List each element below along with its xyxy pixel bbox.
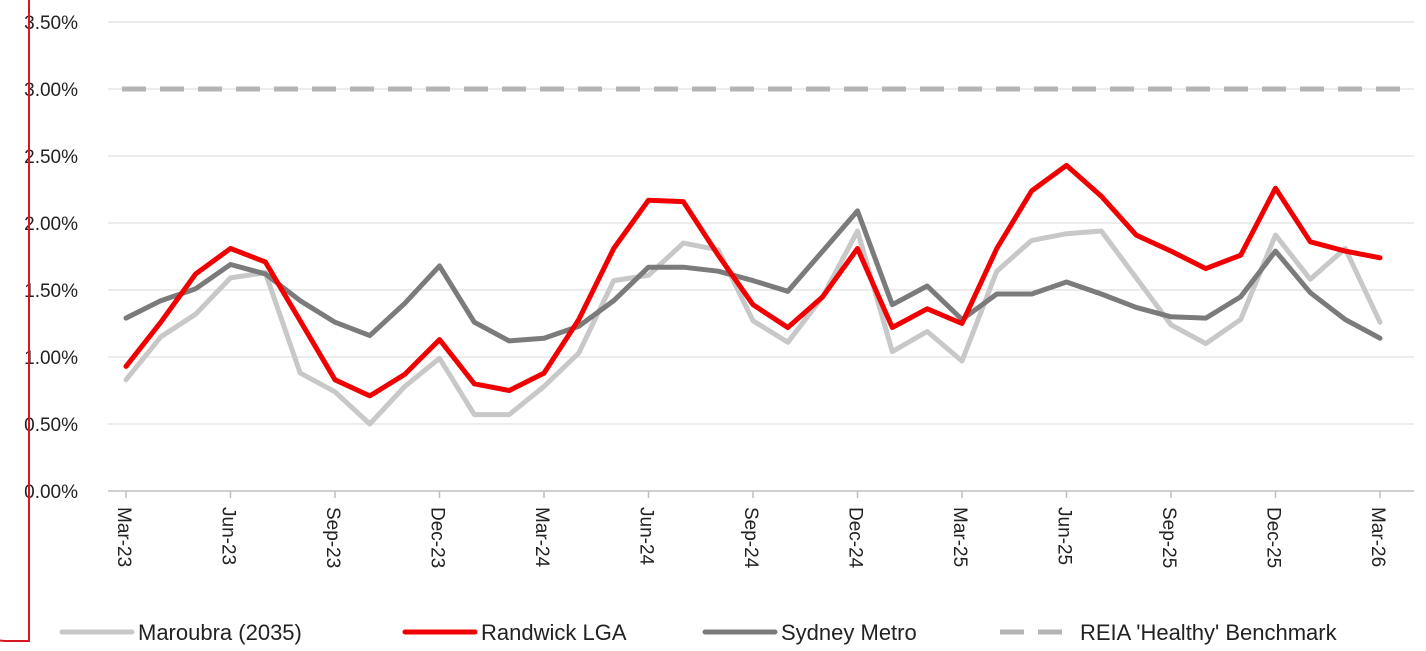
x-tick-label: Sep-25: [1158, 507, 1179, 568]
series-line-randwick-lga: [123, 162, 1383, 399]
x-tick-label: Mar-26: [1367, 507, 1388, 567]
legend-item: REIA 'Healthy' Benchmark: [1000, 620, 1338, 645]
x-tick-label: Jun-25: [1054, 507, 1075, 565]
y-tick-label: 0.00%: [24, 482, 78, 503]
legend-item: Randwick LGA: [402, 620, 627, 645]
series-line-maroubra-2035: [123, 228, 1383, 427]
legend-label: REIA 'Healthy' Benchmark: [1080, 620, 1338, 645]
x-tick-label: Sep-23: [322, 507, 343, 568]
x-tick-label: Jun-23: [218, 507, 239, 565]
y-axis: 0.00% 0.50% 1.00% 1.50% 2.00% 2.50% 3.00% 3.50%: [24, 13, 78, 503]
y-tick-label: 2.00%: [24, 214, 78, 235]
x-axis: Mar-23 Jun-23 Sep-23 Dec-23 Mar-24 Jun-24 Sep-…: [108, 490, 1414, 569]
x-tick-label: Dec-23: [427, 507, 448, 568]
series-lines: [122, 86, 1414, 427]
legend-label: Randwick LGA: [481, 620, 627, 645]
series-line-sydney-metro: [123, 208, 1383, 344]
legend-label: Maroubra (2035): [138, 620, 302, 645]
y-tick-label: 0.50%: [24, 415, 78, 436]
x-tick-label: Mar-25: [949, 507, 970, 567]
y-tick-label: 1.00%: [24, 348, 78, 369]
y-tick-label: 1.50%: [24, 281, 78, 302]
y-tick-label: 3.00%: [24, 80, 78, 101]
x-tick-label: Dec-24: [845, 507, 866, 569]
y-tick-label: 3.50%: [24, 13, 78, 34]
y-tick-label: 2.50%: [24, 147, 78, 168]
legend-item: Maroubra (2035): [59, 620, 302, 645]
x-tick-label: Dec-25: [1263, 507, 1284, 568]
x-tick-label: Mar-23: [113, 507, 134, 567]
legend-label: Sydney Metro: [781, 620, 917, 645]
legend-item: Sydney Metro: [702, 620, 917, 645]
legend: Maroubra (2035) Randwick LGA Sydney Metro R…: [59, 620, 1338, 645]
x-tick-label: Sep-24: [740, 507, 761, 569]
x-tick-label: Mar-24: [531, 507, 552, 568]
x-tick-label: Jun-24: [636, 507, 657, 566]
gridlines: [108, 21, 1414, 425]
